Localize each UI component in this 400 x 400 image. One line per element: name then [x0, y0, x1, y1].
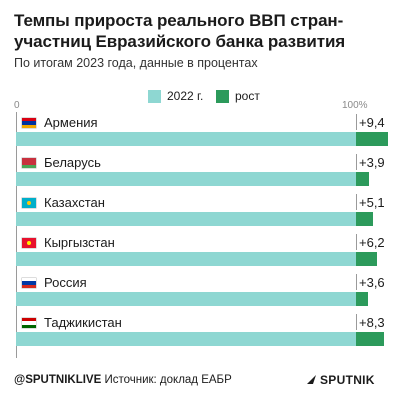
footer-source-text: Источник: доклад ЕАБР — [104, 374, 232, 386]
chart-row: Таджикистан +8,3 — [0, 314, 400, 354]
base-bar — [16, 172, 356, 186]
growth-value-label: +8,3 — [359, 315, 385, 330]
chart-subtitle: По итогам 2023 года, данные в процентах — [14, 56, 258, 70]
legend-label-growth: рост — [235, 89, 260, 103]
country-label: Кыргызстан — [44, 235, 115, 250]
legend: 2022 г. рост — [0, 88, 400, 104]
footer-brand: SPUTNIK — [306, 373, 375, 387]
growth-value-label: +9,4 — [359, 115, 385, 130]
hundred-percent-marker — [356, 234, 357, 250]
growth-value-label: +3,6 — [359, 275, 385, 290]
growth-bar — [356, 332, 385, 346]
chart-title: Темпы прироста реального ВВП стран-участ… — [14, 11, 346, 51]
growth-value-label: +6,2 — [359, 235, 385, 250]
armenia-flag-icon — [22, 118, 36, 128]
growth-bar — [356, 132, 388, 146]
russia-flag-icon — [22, 278, 36, 288]
country-label: Армения — [44, 115, 98, 130]
brand-name: SPUTNIK — [320, 373, 375, 387]
axis-max-label: 100% — [342, 100, 368, 111]
axis-zero-line — [16, 112, 17, 358]
legend-swatch-growth — [216, 90, 229, 103]
legend-swatch-base — [148, 90, 161, 103]
chart-row: Россия +3,6 — [0, 274, 400, 314]
country-label: Беларусь — [44, 155, 101, 170]
growth-bar — [356, 172, 370, 186]
legend-label-base: 2022 г. — [167, 89, 204, 103]
country-label: Казахстан — [44, 195, 105, 210]
chart-row: Беларусь +3,9 — [0, 154, 400, 194]
growth-bar — [356, 292, 369, 306]
hundred-percent-marker — [356, 194, 357, 210]
hundred-percent-marker — [356, 274, 357, 290]
chart-row: Армения +9,4 — [0, 114, 400, 154]
belarus-flag-icon — [22, 158, 36, 168]
hundred-percent-marker — [356, 154, 357, 170]
tajikistan-flag-icon — [22, 318, 36, 328]
chart-row: Казахстан +5,1 — [0, 194, 400, 234]
growth-value-label: +3,9 — [359, 155, 385, 170]
base-bar — [16, 292, 356, 306]
kazakhstan-flag-icon — [22, 198, 36, 208]
country-label: Россия — [44, 275, 87, 290]
base-bar — [16, 332, 356, 346]
growth-value-label: +5,1 — [359, 195, 385, 210]
base-bar — [16, 252, 356, 266]
chart-row: Кыргызстан +6,2 — [0, 234, 400, 274]
base-bar — [16, 212, 356, 226]
base-bar — [16, 132, 356, 146]
footer-handle: @SPUTNIKLIVE — [14, 374, 102, 386]
hundred-percent-marker — [356, 114, 357, 130]
growth-bar — [356, 212, 374, 226]
kyrgyzstan-flag-icon — [22, 238, 36, 248]
country-label: Таджикистан — [44, 315, 122, 330]
footer-source: @SPUTNIKLIVE Источник: доклад ЕАБР — [14, 374, 232, 386]
growth-bar — [356, 252, 378, 266]
sputnik-logo-icon — [306, 374, 317, 385]
axis-min-label: 0 — [14, 100, 20, 111]
hundred-percent-marker — [356, 314, 357, 330]
